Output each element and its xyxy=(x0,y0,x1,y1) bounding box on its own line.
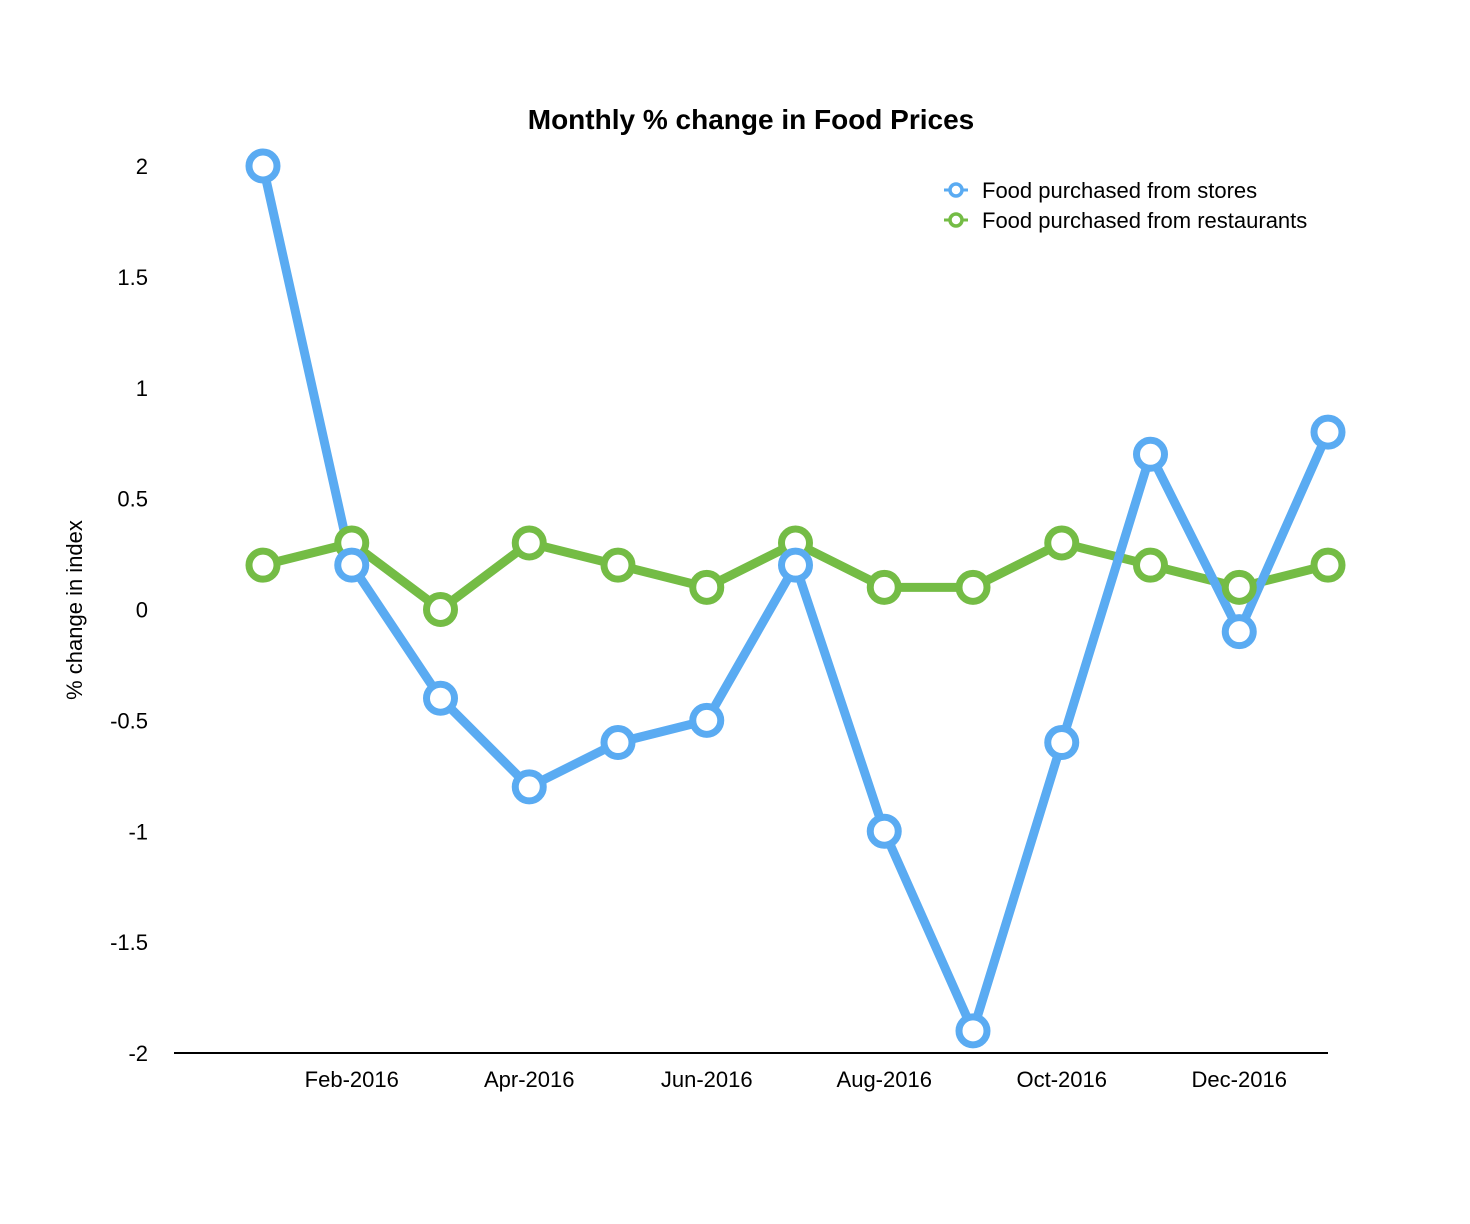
x-tick-label: Aug-2016 xyxy=(837,1067,932,1092)
legend-label: Food purchased from stores xyxy=(982,178,1257,203)
data-point xyxy=(1310,547,1346,583)
data-point xyxy=(1310,414,1346,450)
data-point xyxy=(1133,547,1168,583)
data-point xyxy=(245,148,281,184)
x-tick-label: Feb-2016 xyxy=(305,1067,399,1092)
data-point xyxy=(778,547,813,583)
data-point xyxy=(689,569,725,605)
data-point xyxy=(1044,525,1080,561)
chart-title: Monthly % change in Food Prices xyxy=(528,104,975,135)
y-tick-label: 1 xyxy=(136,376,148,401)
data-point xyxy=(423,680,458,716)
data-point xyxy=(866,569,902,605)
legend-label: Food purchased from restaurants xyxy=(982,208,1307,233)
data-point xyxy=(866,813,902,849)
legend-marker xyxy=(948,182,964,198)
data-point xyxy=(955,569,991,605)
y-tick-label: -2 xyxy=(128,1041,148,1066)
data-point xyxy=(511,525,547,561)
y-tick-label: 2 xyxy=(136,154,148,179)
x-tick-label: Jun-2016 xyxy=(661,1067,753,1092)
data-point xyxy=(600,547,636,583)
data-point xyxy=(245,547,281,583)
data-point xyxy=(1221,614,1257,650)
legend-marker xyxy=(948,212,964,228)
data-point xyxy=(1133,436,1168,472)
y-tick-label: -1.5 xyxy=(110,930,148,955)
data-point xyxy=(1044,725,1080,761)
x-axis-ticks: Feb-2016 Apr-2016 Jun-2016 Aug-2016 Oct-2016… xyxy=(305,1067,1287,1092)
y-tick-label: 0.5 xyxy=(117,487,148,512)
data-point xyxy=(600,725,636,761)
data-point xyxy=(1221,569,1257,605)
series-layer xyxy=(245,148,1346,1049)
y-axis-ticks: 2 1.5 1 0.5 0 -0.5 -1 -1.5 -2 xyxy=(110,154,148,1066)
y-tick-label: 1.5 xyxy=(117,265,148,290)
data-point xyxy=(423,592,458,627)
data-point xyxy=(511,769,547,805)
y-tick-label: -0.5 xyxy=(110,708,148,733)
y-axis-label: % change in index xyxy=(62,520,87,700)
y-tick-label: 0 xyxy=(136,598,148,623)
data-point xyxy=(689,702,725,738)
data-point xyxy=(334,547,370,583)
x-tick-label: Apr-2016 xyxy=(484,1067,575,1092)
legend: Food purchased from stores Food purchased… xyxy=(944,178,1307,233)
x-tick-label: Oct-2016 xyxy=(1017,1067,1108,1092)
data-point xyxy=(955,1013,991,1049)
y-tick-label: -1 xyxy=(128,819,148,844)
x-tick-label: Dec-2016 xyxy=(1192,1067,1287,1092)
